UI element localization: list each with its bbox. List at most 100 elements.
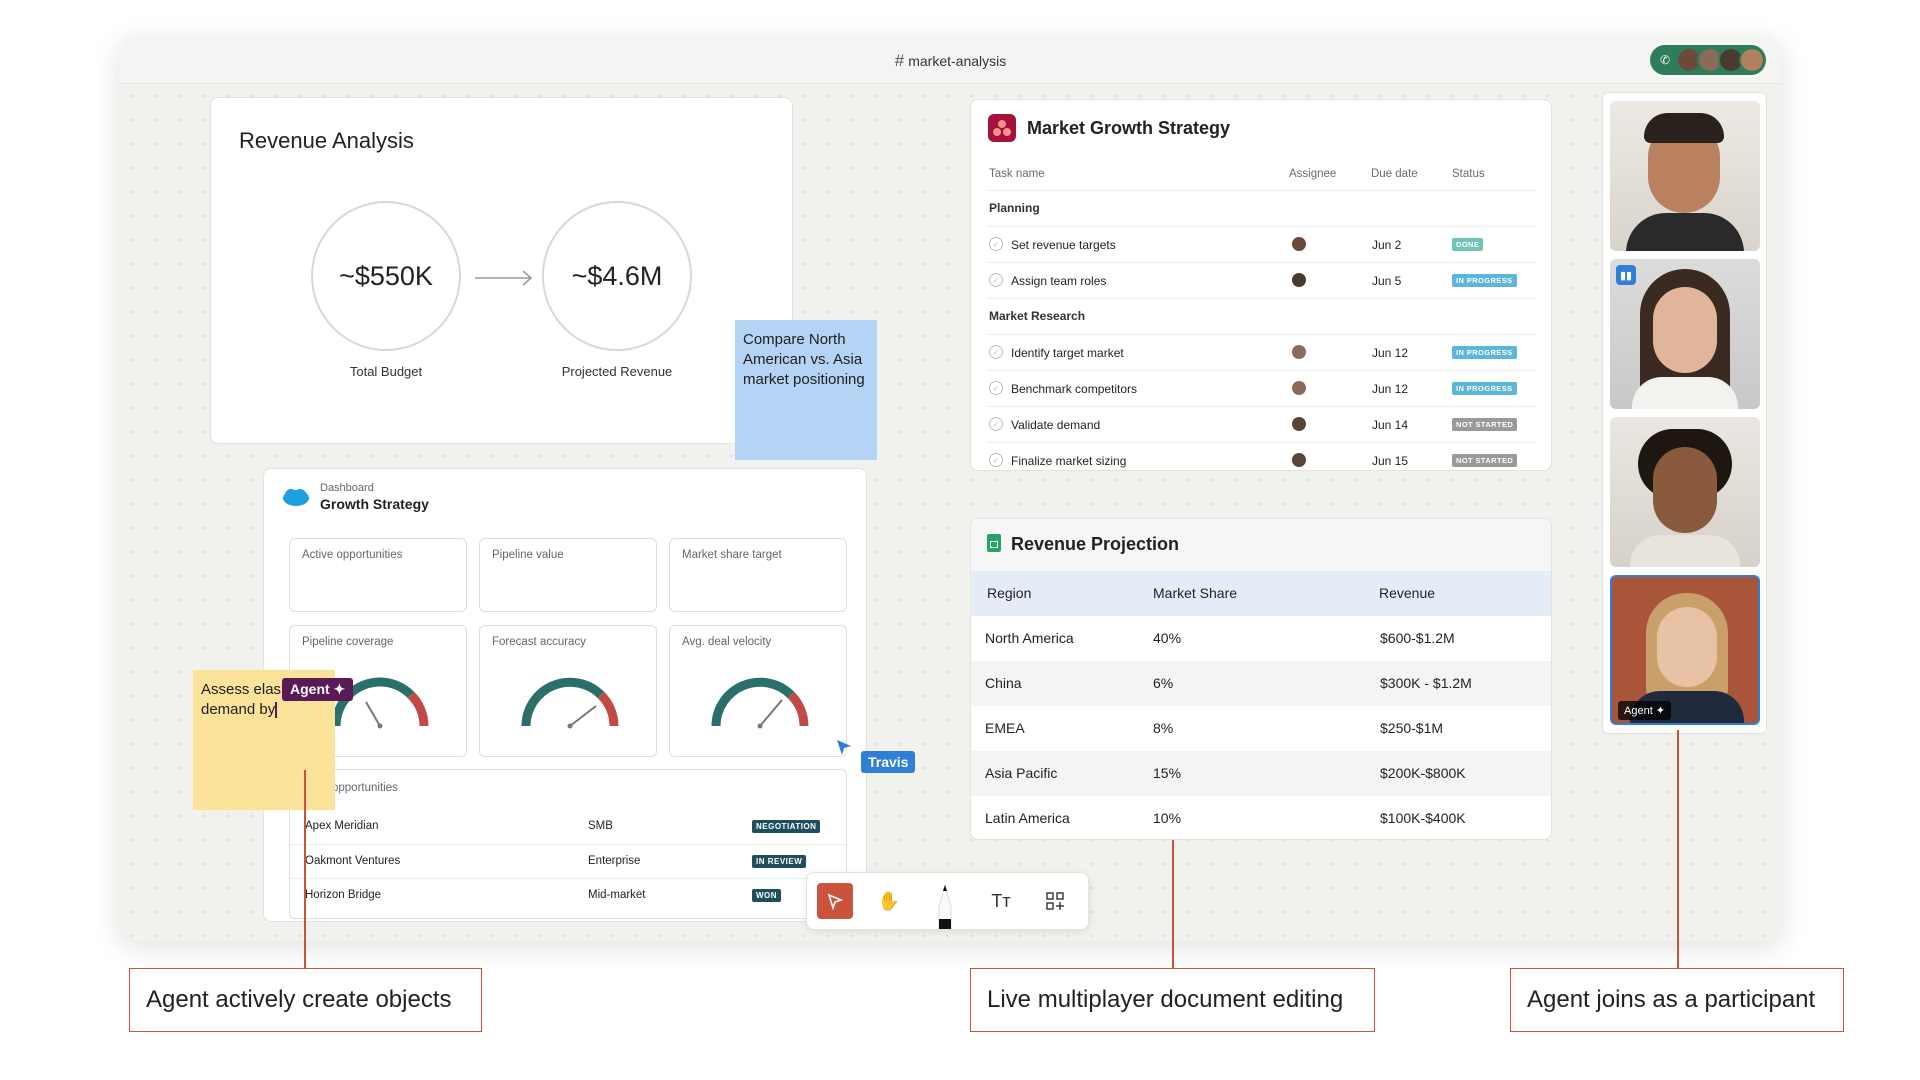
- task-row[interactable]: ✓ Validate demand Jun 14 NOT STARTED: [971, 406, 1551, 442]
- total-budget-circle: ~$550K: [311, 201, 461, 351]
- callout-participant: Agent joins as a participant: [1510, 968, 1844, 1032]
- assignee-avatar[interactable]: [1292, 417, 1306, 431]
- due-date: Jun 15: [1372, 454, 1409, 468]
- status-badge: IN PROGRESS: [1452, 346, 1517, 359]
- dashboard-card[interactable]: Dashboard Growth Strategy Active opportu…: [263, 468, 867, 922]
- column-header: Market Share: [1153, 585, 1238, 601]
- table-row[interactable]: Apex Meridian SMB NEGOTIATION: [290, 810, 846, 844]
- checkmark-icon[interactable]: ✓: [989, 237, 1003, 251]
- checkmark-icon[interactable]: ✓: [989, 381, 1003, 395]
- logo-dot: [993, 128, 1001, 136]
- revenue-projection-card[interactable]: Revenue Projection Region Market Share R…: [970, 518, 1552, 840]
- checkmark-icon[interactable]: ✓: [989, 417, 1003, 431]
- task-row[interactable]: ✓ Benchmark competitors Jun 12 IN PROGRESS: [971, 370, 1551, 406]
- market-share-cell[interactable]: 6%: [1153, 675, 1174, 691]
- region-cell[interactable]: Latin America: [985, 810, 1070, 826]
- region-cell[interactable]: Asia Pacific: [985, 765, 1058, 781]
- hand-icon: ✋: [877, 890, 901, 911]
- region-cell[interactable]: North America: [985, 630, 1074, 646]
- sheet-row[interactable]: Asia Pacific 15% $200K-$800K: [971, 751, 1551, 796]
- region-cell[interactable]: China: [985, 675, 1022, 691]
- task-name: Assign team roles: [1011, 274, 1107, 288]
- pen-tool-button[interactable]: [927, 883, 963, 929]
- sheet-row[interactable]: Latin America 10% $100K-$400K: [971, 796, 1551, 839]
- opportunity-name: Apex Meridian: [305, 820, 379, 832]
- table-row[interactable]: Horizon Bridge Mid-market WON: [290, 878, 846, 912]
- canvas[interactable]: # market-analysis ✆ Revenue Analysis ~$55…: [119, 36, 1782, 941]
- kpi-card[interactable]: Market share target: [669, 538, 847, 612]
- huddle-participants[interactable]: ✆: [1650, 45, 1766, 75]
- text-tool-button[interactable]: Tт: [983, 883, 1019, 919]
- revenue-cell[interactable]: $200K-$800K: [1380, 765, 1466, 781]
- market-share-cell[interactable]: 15%: [1153, 765, 1182, 781]
- assignee-avatar[interactable]: [1292, 381, 1306, 395]
- revenue-cell[interactable]: $250-$1M: [1380, 720, 1444, 736]
- section-header[interactable]: Market Research: [989, 309, 1086, 323]
- participant-video-tile[interactable]: ▮▮: [1610, 259, 1760, 409]
- hand-tool-button[interactable]: ✋: [871, 883, 907, 919]
- participant-video-tile[interactable]: [1610, 417, 1760, 567]
- market-share-cell[interactable]: 10%: [1153, 810, 1182, 826]
- kpi-label: Pipeline value: [492, 549, 564, 561]
- kpi-card[interactable]: Active opportunities: [289, 538, 467, 612]
- salesforce-cloud-icon: [283, 489, 309, 506]
- person-shirt: [1626, 213, 1744, 251]
- assignee-avatar[interactable]: [1292, 237, 1306, 251]
- task-row[interactable]: ✓ Set revenue targets Jun 2 DONE: [971, 226, 1551, 262]
- assignee-avatar[interactable]: [1292, 453, 1306, 467]
- gauge-label: Forecast accuracy: [492, 636, 586, 648]
- gauge-card[interactable]: Forecast accuracy: [479, 625, 657, 757]
- column-header: Due date: [1371, 168, 1418, 180]
- agent-video-tile[interactable]: Agent ✦: [1610, 575, 1760, 725]
- gauge-card[interactable]: Avg. deal velocity: [669, 625, 847, 757]
- projected-revenue-circle: ~$4.6M: [542, 201, 692, 351]
- task-row[interactable]: ✓ Finalize market sizing Jun 15 NOT STARTED: [971, 442, 1551, 478]
- pointer-icon: [827, 893, 844, 910]
- opportunity-name: Oakmont Ventures: [305, 855, 401, 867]
- status-badge: IN REVIEW: [752, 855, 807, 868]
- sheet-header: [971, 519, 1551, 571]
- section-header[interactable]: Planning: [989, 201, 1040, 215]
- sheet-row[interactable]: China 6% $300K - $1.2M: [971, 661, 1551, 706]
- sticky-line: Assess elas: [201, 680, 327, 700]
- task-row[interactable]: ✓ Identify target market Jun 12 IN PROGRESS: [971, 334, 1551, 370]
- revenue-cell[interactable]: $600-$1.2M: [1380, 630, 1455, 646]
- region-cell[interactable]: EMEA: [985, 720, 1025, 736]
- task-name: Benchmark competitors: [1011, 382, 1138, 396]
- market-share-cell[interactable]: 8%: [1153, 720, 1174, 736]
- due-date: Jun 5: [1372, 274, 1402, 288]
- market-share-cell[interactable]: 40%: [1153, 630, 1182, 646]
- more-tools-button[interactable]: [1037, 883, 1073, 919]
- sheet-grid: [990, 541, 998, 548]
- task-row[interactable]: ✓ Assign team roles Jun 5 IN PROGRESS: [971, 262, 1551, 298]
- assignee-avatar[interactable]: [1292, 273, 1306, 287]
- participant-video-tile[interactable]: [1610, 101, 1760, 251]
- blue-sticky-note[interactable]: Compare North American vs. Asia market p…: [735, 320, 877, 460]
- kpi-card[interactable]: Pipeline value: [479, 538, 657, 612]
- table-row[interactable]: Oakmont Ventures Enterprise IN REVIEW: [290, 844, 846, 878]
- budget-label: Total Budget: [349, 364, 423, 379]
- checkmark-icon[interactable]: ✓: [989, 273, 1003, 287]
- asana-project-card[interactable]: Market Growth Strategy Task name Assigne…: [970, 99, 1552, 471]
- status-badge: DONE: [1452, 238, 1484, 251]
- column-header: Status: [1452, 168, 1485, 180]
- callout-multiplayer: Live multiplayer document editing: [970, 968, 1375, 1032]
- marker-icon: [938, 883, 952, 929]
- agent-tag: Agent ✦: [1618, 701, 1672, 720]
- sticky-text: demand by: [201, 701, 276, 718]
- gauge-label: Pipeline coverage: [302, 636, 394, 648]
- dashboard-kicker: Dashboard: [320, 482, 374, 494]
- hash-icon: #: [894, 51, 905, 70]
- checkmark-icon[interactable]: ✓: [989, 345, 1003, 359]
- revenue-cell[interactable]: $100K-$400K: [1380, 810, 1466, 826]
- revenue-cell[interactable]: $300K - $1.2M: [1380, 675, 1472, 691]
- checkmark-icon[interactable]: ✓: [989, 453, 1003, 467]
- sheet-row[interactable]: North America 40% $600-$1.2M: [971, 616, 1551, 661]
- callout-agent-creates: Agent actively create objects: [129, 968, 482, 1032]
- sheet-row[interactable]: EMEA 8% $250-$1M: [971, 706, 1551, 751]
- select-tool-button[interactable]: [817, 883, 853, 919]
- due-date: Jun 12: [1372, 346, 1409, 360]
- logo-dot: [1003, 128, 1011, 136]
- assignee-avatar[interactable]: [1292, 345, 1306, 359]
- revenue-analysis-card[interactable]: Revenue Analysis ~$550K Total Budget ~$4…: [210, 97, 793, 444]
